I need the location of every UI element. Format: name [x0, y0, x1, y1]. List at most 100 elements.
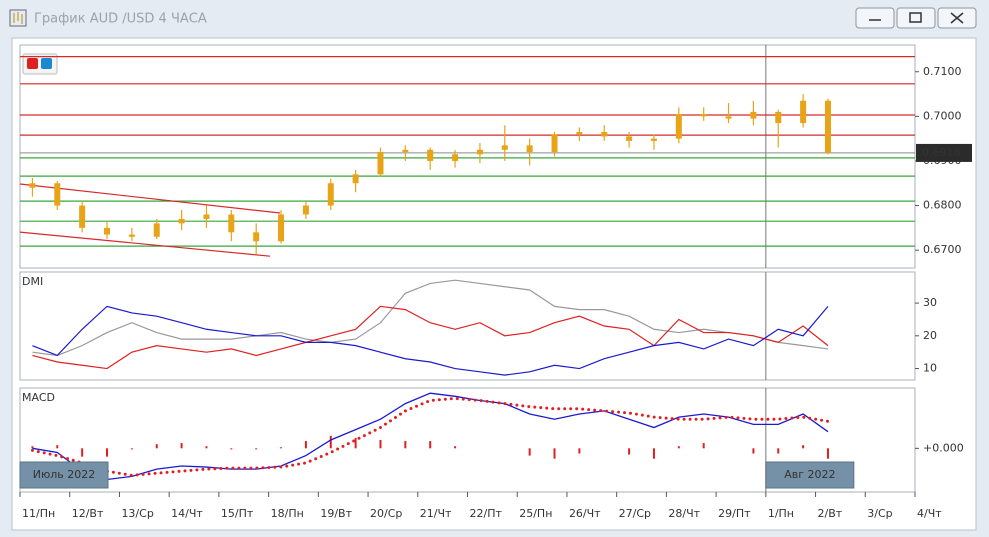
x-tick-label: 4/Чт [917, 507, 942, 520]
histogram-bar [429, 441, 432, 449]
y-tick-label: 0.6800 [923, 199, 962, 212]
candle-body [203, 214, 210, 219]
chart-area [11, 37, 977, 531]
histogram-bar [802, 445, 805, 449]
candle-body [526, 145, 533, 153]
x-tick-label: 15/Пт [221, 507, 254, 520]
histogram-bar [578, 448, 581, 454]
y-tick-label: 20 [923, 329, 937, 342]
candle-body [327, 183, 334, 206]
candle-body [79, 205, 86, 228]
candle-body [700, 114, 707, 117]
y-tick-label: 30 [923, 296, 937, 309]
trend-line [19, 231, 271, 257]
x-tick-label: 11/Пн [22, 507, 55, 520]
histogram-bar [31, 446, 34, 449]
x-tick-label: 26/Чт [569, 507, 601, 520]
histogram-bar [454, 446, 457, 449]
x-tick-label: 25/Пн [519, 507, 552, 520]
macd-line [32, 392, 829, 481]
candle-body [278, 214, 285, 242]
candle-body [675, 114, 682, 139]
x-tick-label: 1/Пн [768, 507, 794, 520]
histogram-bar [677, 446, 680, 449]
panel-title: MACD [22, 391, 55, 404]
candle-body [725, 116, 732, 119]
x-tick-label: 3/Ср [867, 507, 892, 520]
window-title: График AUD /USD 4 ЧАСА [34, 12, 207, 27]
candle-body [750, 111, 757, 119]
x-tick-label: 13/Ср [121, 507, 153, 520]
panel-frame [19, 271, 916, 381]
candle-body [551, 134, 558, 153]
histogram-bar [553, 448, 556, 459]
candle-body [178, 218, 185, 224]
candle-body [352, 174, 359, 184]
x-tick-label: 27/Ср [619, 507, 651, 520]
candle-body [153, 223, 160, 237]
histogram-bar [777, 448, 780, 454]
candle-body [29, 183, 36, 188]
histogram-bar [304, 441, 307, 449]
histogram-bar [528, 448, 531, 456]
close-button[interactable] [937, 7, 977, 29]
period-label: Авг 2022 [784, 468, 835, 481]
candle-body [54, 183, 61, 206]
restore-button[interactable] [896, 7, 936, 29]
candle-body [104, 227, 111, 235]
minimize-button[interactable] [855, 7, 895, 29]
candle-body [427, 149, 434, 161]
candle-body [128, 234, 135, 237]
period-label-box [19, 461, 109, 489]
candle-body [576, 131, 583, 135]
candle-body [650, 138, 657, 141]
candle-body [253, 232, 260, 242]
candle-body [775, 111, 782, 124]
histogram-bar [354, 437, 357, 449]
x-tick-label: 19/Вт [320, 507, 352, 520]
histogram-bar [180, 443, 183, 449]
candle-body [452, 154, 459, 161]
histogram-bar [280, 447, 283, 449]
x-tick-label: 21/Чт [420, 507, 452, 520]
candle-body [626, 136, 633, 141]
histogram-bar [81, 448, 84, 457]
candle-body [800, 100, 807, 124]
histogram-bar [826, 448, 829, 459]
trend-line [19, 183, 281, 214]
last-price-label: 0.6918 [922, 146, 961, 159]
candle-body [501, 145, 508, 150]
y-tick-label: 0.7100 [923, 65, 962, 78]
candle-body [402, 149, 409, 153]
panel-frame [19, 44, 916, 269]
histogram-bar [106, 448, 109, 457]
last-price-box [916, 143, 972, 162]
app-icon [9, 9, 27, 27]
histogram-bar [752, 448, 755, 454]
histogram-bar [155, 444, 158, 449]
histogram-bar [702, 443, 705, 449]
signal-line [30, 396, 830, 477]
x-tick-label: 12/Вт [72, 507, 104, 520]
x-tick-label: 22/Пт [470, 507, 503, 520]
candle-body [824, 100, 831, 153]
histogram-bar [329, 435, 332, 449]
color-toggle[interactable] [22, 53, 58, 75]
indicator-line [32, 305, 829, 376]
x-tick-label: 28/Чт [668, 507, 700, 520]
indicator-line [32, 305, 829, 370]
histogram-bar [628, 448, 631, 455]
histogram-bar [652, 448, 655, 459]
candle-body [476, 149, 483, 155]
indicator-line [32, 279, 829, 357]
x-tick-label: 2/Вт [818, 507, 843, 520]
histogram-bar [205, 446, 208, 449]
x-tick-label: 18/Пн [271, 507, 304, 520]
x-tick-label: 20/Ср [370, 507, 402, 520]
y-tick-label: 0.7000 [923, 109, 962, 122]
histogram-bar [56, 445, 59, 449]
candle-body [302, 205, 309, 215]
y-tick-label: 0.6700 [923, 243, 962, 256]
